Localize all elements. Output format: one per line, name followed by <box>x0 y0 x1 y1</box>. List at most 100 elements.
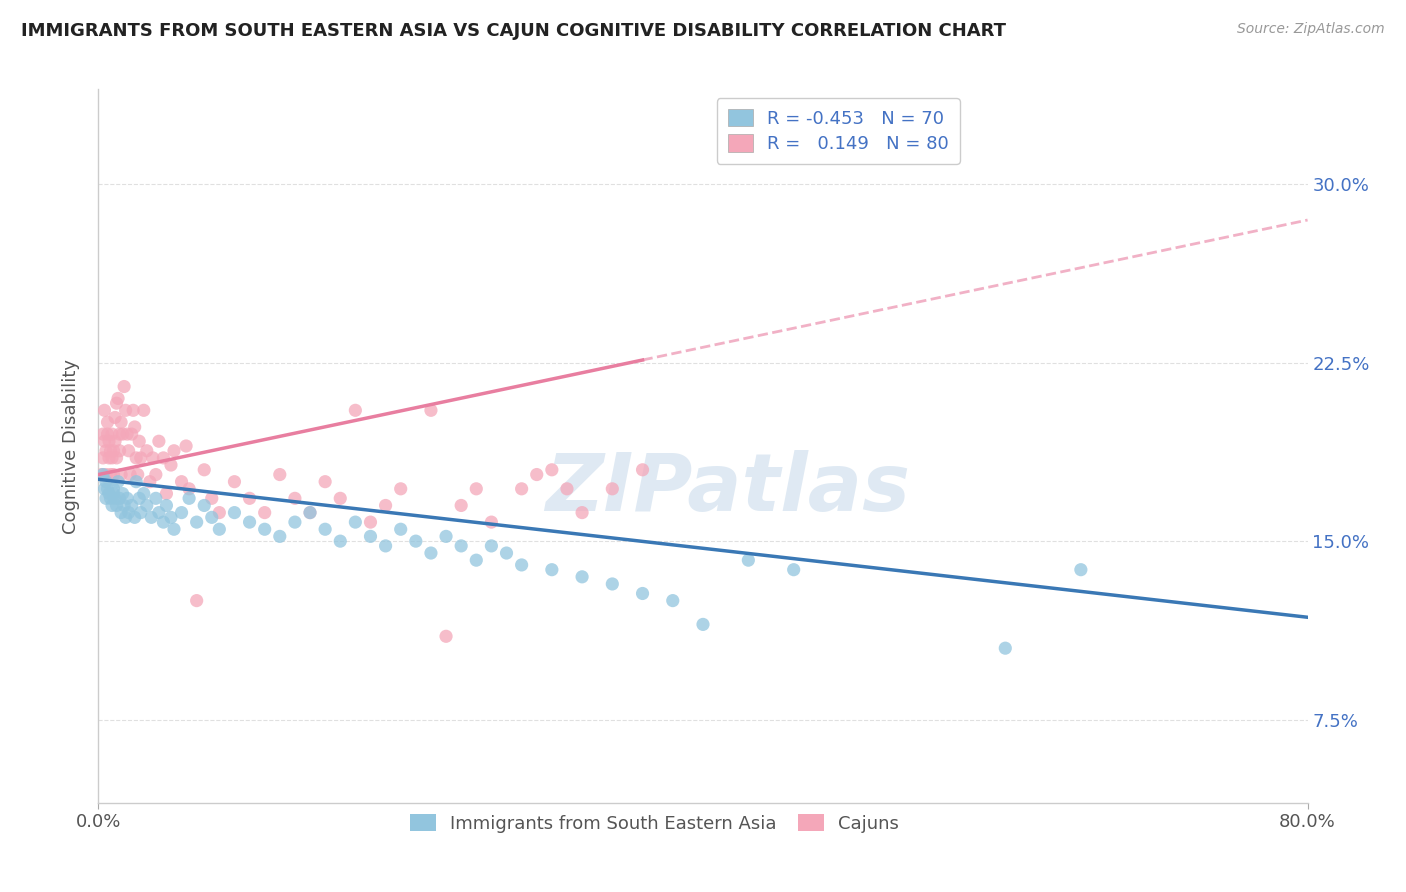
Point <box>465 553 488 567</box>
Point <box>121 499 143 513</box>
Point <box>299 506 322 520</box>
Point <box>420 546 443 560</box>
Point <box>118 443 141 458</box>
Point <box>160 510 183 524</box>
Point <box>96 427 118 442</box>
Point <box>160 458 183 472</box>
Point <box>170 475 193 489</box>
Point <box>253 506 276 520</box>
Point <box>108 443 131 458</box>
Point <box>111 486 134 500</box>
Point <box>124 420 146 434</box>
Point <box>329 534 352 549</box>
Point <box>179 482 201 496</box>
Point <box>128 491 150 506</box>
Point <box>224 506 246 520</box>
Point <box>104 491 127 506</box>
Point <box>155 486 177 500</box>
Point <box>510 558 533 572</box>
Point <box>526 467 548 482</box>
Point <box>148 434 170 449</box>
Point <box>94 443 117 458</box>
Point <box>112 379 135 393</box>
Point <box>170 506 193 520</box>
Point <box>495 546 517 560</box>
Point <box>510 482 533 496</box>
Point <box>602 482 624 496</box>
Point <box>122 403 145 417</box>
Point <box>481 539 503 553</box>
Point <box>284 491 307 506</box>
Point <box>139 475 162 489</box>
Point <box>93 403 115 417</box>
Point <box>101 427 124 442</box>
Point <box>132 486 155 500</box>
Point <box>179 491 201 506</box>
Point <box>186 593 208 607</box>
Point <box>1070 563 1092 577</box>
Point <box>555 482 578 496</box>
Point <box>91 427 114 442</box>
Point <box>269 467 291 482</box>
Point <box>239 491 262 506</box>
Point <box>101 450 124 465</box>
Point <box>163 522 186 536</box>
Point <box>98 450 121 465</box>
Point <box>108 427 131 442</box>
Point <box>450 539 472 553</box>
Point <box>692 617 714 632</box>
Point <box>114 403 136 417</box>
Point <box>284 515 307 529</box>
Point <box>142 450 165 465</box>
Point <box>389 482 412 496</box>
Point <box>344 403 367 417</box>
Point <box>100 467 122 482</box>
Point <box>98 486 121 500</box>
Point <box>994 641 1017 656</box>
Point <box>94 475 117 489</box>
Point <box>120 467 142 482</box>
Point <box>374 499 396 513</box>
Point <box>105 499 128 513</box>
Point <box>96 415 118 429</box>
Point <box>105 396 128 410</box>
Point <box>360 529 382 543</box>
Point <box>186 515 208 529</box>
Point <box>314 475 336 489</box>
Point <box>108 491 131 506</box>
Text: IMMIGRANTS FROM SOUTH EASTERN ASIA VS CAJUN COGNITIVE DISABILITY CORRELATION CHA: IMMIGRANTS FROM SOUTH EASTERN ASIA VS CA… <box>21 22 1007 40</box>
Point <box>129 450 152 465</box>
Point <box>110 467 132 482</box>
Point <box>114 510 136 524</box>
Point <box>125 450 148 465</box>
Point <box>602 577 624 591</box>
Point <box>112 499 135 513</box>
Point <box>571 506 593 520</box>
Point <box>115 427 138 442</box>
Point <box>783 563 806 577</box>
Point <box>193 499 215 513</box>
Point <box>103 467 125 482</box>
Point <box>111 427 134 442</box>
Point <box>481 515 503 529</box>
Point <box>127 467 149 482</box>
Point <box>661 593 683 607</box>
Point <box>208 506 231 520</box>
Point <box>103 486 125 500</box>
Point <box>405 534 427 549</box>
Point <box>110 415 132 429</box>
Point <box>124 510 146 524</box>
Point <box>163 443 186 458</box>
Point <box>152 450 174 465</box>
Point <box>94 467 117 482</box>
Point <box>224 475 246 489</box>
Point <box>104 434 127 449</box>
Point <box>737 553 759 567</box>
Point <box>208 522 231 536</box>
Point <box>540 463 562 477</box>
Point <box>193 463 215 477</box>
Legend: Immigrants from South Eastern Asia, Cajuns: Immigrants from South Eastern Asia, Caju… <box>404 807 905 840</box>
Point <box>91 450 114 465</box>
Point <box>201 491 224 506</box>
Text: Source: ZipAtlas.com: Source: ZipAtlas.com <box>1237 22 1385 37</box>
